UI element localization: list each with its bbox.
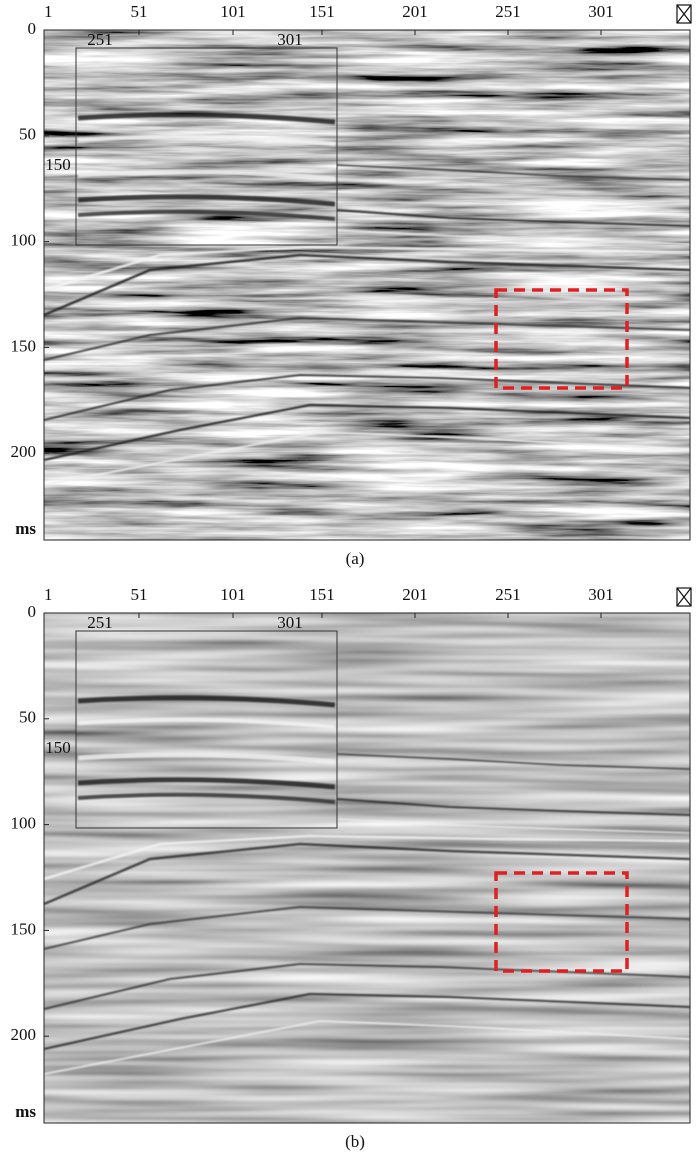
horizon	[43, 834, 691, 881]
caption: (a)	[346, 549, 365, 568]
inset-frame	[75, 47, 338, 246]
axes-frame	[43, 612, 691, 1124]
highlight-box	[494, 871, 629, 973]
x-tick-label: 301	[588, 2, 614, 21]
y-tick-label: 0	[28, 602, 37, 621]
y-tick-label: 50	[19, 125, 36, 144]
inset-x-tick-label: 301	[277, 613, 303, 632]
inset-horizons	[77, 112, 336, 221]
inset-horizon	[77, 194, 336, 207]
inset-horizon	[77, 777, 336, 790]
horizon	[43, 245, 691, 292]
y-tick-label: 200	[11, 1025, 37, 1044]
inset-horizons	[77, 695, 336, 804]
horizon	[43, 842, 691, 906]
horizon	[335, 818, 691, 834]
x-tick-label: 251	[495, 2, 521, 21]
horizon	[43, 992, 691, 1051]
x-tick-label: 51	[131, 585, 148, 604]
inset-horizon	[77, 717, 336, 729]
caption: (b)	[345, 1132, 365, 1151]
y-tick-label: 0	[28, 19, 37, 38]
icon-box	[676, 587, 692, 607]
inset-y-tick-label: 150	[45, 738, 71, 757]
x-tick-label: 101	[220, 585, 246, 604]
x-tick-label: 1	[44, 585, 53, 604]
y-unit: ms	[15, 1102, 36, 1121]
y-tick-label: 200	[11, 442, 37, 461]
horizon	[43, 373, 691, 421]
x-tick-label: 201	[402, 585, 428, 604]
x-tick-label: 251	[495, 585, 521, 604]
horizons	[43, 753, 691, 1075]
highlight-box	[494, 288, 629, 390]
horizons	[43, 164, 691, 486]
icon-cross	[676, 4, 692, 24]
inset-x-tick-label: 301	[277, 30, 303, 49]
inset-horizon	[77, 112, 336, 125]
x-tick-label: 1	[44, 2, 53, 21]
inset-y-tick-label: 150	[45, 155, 71, 174]
horizon	[43, 316, 691, 361]
inset-frame	[75, 630, 338, 829]
inset-horizon	[77, 792, 336, 804]
y-tick-label: 50	[19, 708, 36, 727]
x-tick-label: 151	[309, 585, 335, 604]
x-tick-label: 101	[220, 2, 246, 21]
horizon	[335, 209, 691, 227]
y-tick-label: 150	[11, 919, 37, 938]
inset-horizon	[77, 209, 336, 221]
x-tick-label: 201	[402, 2, 428, 21]
inset-x-tick-label: 251	[87, 30, 113, 49]
horizon	[43, 403, 691, 462]
axes-frame	[43, 29, 691, 541]
y-tick-label: 150	[11, 336, 37, 355]
y-tick-label: 100	[11, 231, 37, 250]
icon-cross	[676, 587, 692, 607]
horizon	[335, 164, 691, 181]
inset-horizon	[77, 752, 336, 765]
x-tick-label: 151	[309, 2, 335, 21]
horizon	[43, 905, 691, 950]
horizon	[335, 798, 691, 816]
inset-horizon	[77, 695, 336, 708]
y-tick-label: 100	[11, 814, 37, 833]
horizon	[43, 1019, 691, 1075]
icon-box	[676, 4, 692, 24]
horizon	[335, 753, 691, 770]
horizon	[43, 430, 691, 486]
x-tick-label: 51	[131, 2, 148, 21]
x-tick-label: 301	[588, 585, 614, 604]
inset-horizon	[77, 169, 336, 182]
horizon	[335, 229, 691, 245]
inset-x-tick-label: 251	[87, 613, 113, 632]
horizon	[43, 253, 691, 317]
y-unit: ms	[15, 519, 36, 538]
inset-horizon	[77, 134, 336, 146]
